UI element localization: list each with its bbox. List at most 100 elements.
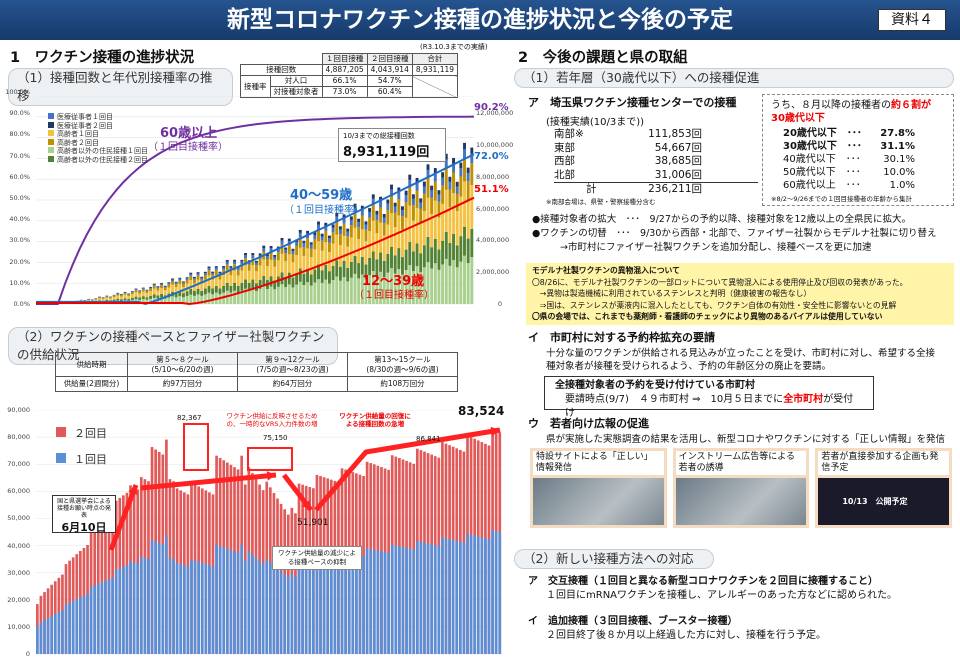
bar-segment [83,300,87,301]
arrow-flat [140,472,277,491]
bar-segment [200,290,204,296]
bar-segment [211,279,215,289]
bar-segment [284,287,288,304]
bar-segment [371,220,375,252]
bar-segment [463,149,466,159]
callout-value: 8,931,119回 [343,145,430,160]
bar-segment [207,266,211,269]
bar-segment [426,178,430,198]
bar-segment [411,271,415,304]
bar-segment [244,255,247,259]
bar-segment [353,207,357,214]
age-rows: 20歳代以下 ･･･ 27.8% 30歳代以下 ･･･ 31.1% 40歳代以下 ･･･… [771,127,945,192]
bar-segment [233,290,237,304]
age-row: 60歳代以上 ･･･ 1.0% [783,179,945,192]
y-tick-label: 40.0% [9,215,30,224]
bar-dose1 [150,540,154,654]
bar-segment [390,184,393,190]
end-value-40: 72.0% [474,151,509,162]
bar-segment [437,249,441,270]
chart2-legend: ２回目 １回目 [56,425,107,467]
bar-segment [200,277,204,280]
bar-segment [401,210,404,217]
bar-segment [455,267,459,304]
y-tick-label: 20,000 [7,595,30,604]
bar-segment [419,208,423,224]
legend-swatch [48,113,54,119]
i-box-red: 全市町村 [783,394,824,405]
bar-segment [156,286,160,287]
bar-segment [134,290,138,293]
age-value: 10.0% [883,167,915,178]
legend-swatch [48,155,54,162]
bar-segment [309,248,313,258]
supply-row-label: 供給量(2週間分) [55,376,128,392]
bar-segment [174,287,178,294]
bar-segment [324,222,328,227]
y-tick-label: 0 [497,300,502,308]
bar-segment [192,295,196,304]
bar-segment [371,205,375,221]
bar-segment [437,190,441,195]
bar-segment [302,243,306,248]
bar-segment [149,288,153,291]
age-label: 40歳代以下 ･･･ [783,154,861,165]
bar-dose1 [301,560,304,654]
bar-segment [247,261,251,265]
bar-segment [433,173,437,182]
bar-segment [178,291,182,297]
bar-segment [357,278,361,304]
age-row: 20歳代以下 ･･･ 27.8% [783,127,945,140]
bar-segment [116,293,120,296]
bar-segment [422,186,426,194]
bar-segment [455,211,459,246]
bar-segment [174,281,178,283]
bar-segment [408,174,412,180]
bar-dose1 [175,562,179,654]
bar-segment [236,292,240,304]
bar-segment [404,270,408,304]
bar-segment [163,290,167,296]
bar-segment [393,227,397,256]
bar-segment [317,224,320,230]
bar-segment [430,268,434,304]
legend-item: 高齢者以外の住民接種２回目 [48,155,148,165]
bar-segment [375,276,379,304]
label-40-59: 40～59歳 [290,188,353,203]
arrow-drop-head [301,500,311,510]
bar-segment [463,142,466,150]
y-tick-label: 0.0% [13,300,30,308]
center-value: 38,685回 [654,155,702,167]
bar-segment [94,299,98,302]
supply-header: 供給時期 [55,352,128,377]
bar-dose1 [448,539,451,654]
y-tick-label: 20.0% [9,257,30,266]
bar-segment [255,265,258,272]
bar-segment [236,285,240,293]
bar-segment [284,253,288,262]
bar-segment [393,202,397,207]
bar-segment [346,228,350,232]
supply-cell: 約64万回分 [237,376,348,392]
age-label: 20歳代以下 ･･･ [783,128,862,139]
bar-segment [324,226,328,231]
label-60plus: 60歳以上 [160,126,218,141]
i-line2: 種対象者が接種を受けられるよう、予約の年齢区分の廃止を要請。 [546,361,832,372]
bar-segment [130,294,134,298]
bar-dose1 [312,562,315,654]
bar-dose1 [308,562,312,654]
i-box-line: 要請時点(9/7) ４９市町村 ⇒ 10月５日までに [565,394,784,405]
bar-segment [251,265,255,280]
bar-segment [233,282,237,291]
bar-dose1 [376,550,380,654]
bar-segment [229,285,233,293]
bar-segment [262,245,266,249]
bar-dose1 [433,545,437,654]
bar-segment [112,295,116,298]
bar-dose1 [462,542,466,654]
booster-title: イ 追加接種（３回目接種、ブースター接種） [528,616,738,627]
bar-segment [280,244,284,254]
bar-segment [171,278,174,280]
bar-dose1 [143,557,147,654]
bar-segment [415,177,419,183]
